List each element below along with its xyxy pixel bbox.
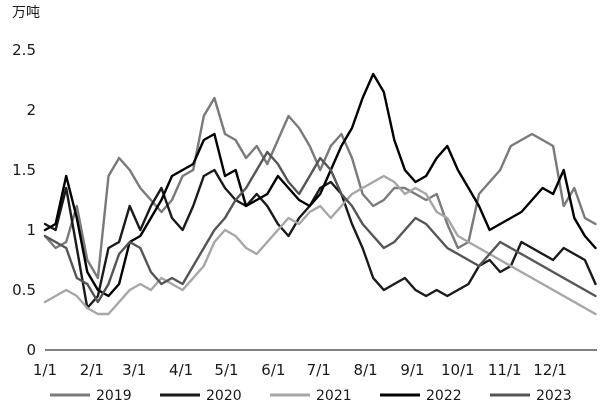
series-line-2019 (43, 96, 597, 280)
x-tick-label: 2/1 (80, 361, 104, 379)
x-tick-label: 6/1 (261, 361, 285, 379)
legend-label-2022: 2022 (426, 388, 462, 404)
legend-label-2020: 2020 (206, 388, 242, 404)
x-tick-label: 12/1 (533, 361, 567, 379)
y-tick-label: 0.5 (12, 281, 36, 299)
x-tick-label: 3/1 (122, 361, 146, 379)
legend-label-2021: 2021 (316, 388, 352, 404)
x-tick-label: 11/1 (488, 361, 522, 379)
x-axis-tick-labels: 1/1 2/1 3/1 4/1 5/1 6/1 7/1 8/1 9/1 10/1 11/1 12/1 (33, 361, 567, 379)
series-line-2023 (43, 150, 597, 304)
series-line-2021 (43, 174, 597, 316)
x-tick-label: 4/1 (169, 361, 193, 379)
y-tick-label: 1 (26, 221, 36, 239)
x-tick-label: 7/1 (307, 361, 331, 379)
y-tick-label: 0 (26, 341, 36, 359)
legend-label-2023: 2023 (536, 388, 572, 404)
series-line-2022 (43, 72, 597, 298)
x-tick-label: 1/1 (33, 361, 57, 379)
series-line-2020 (43, 168, 597, 310)
y-axis-tick-labels: 0 0.5 1 1.5 2 2.5 (12, 41, 36, 359)
y-tick-label: 2.5 (12, 41, 36, 59)
legend: 2019 2020 2021 2022 2023 (50, 388, 572, 404)
x-tick-label: 5/1 (214, 361, 238, 379)
x-tick-label: 10/1 (441, 361, 475, 379)
y-tick-label: 2 (26, 101, 36, 119)
x-tick-label: 8/1 (354, 361, 378, 379)
x-tick-label: 9/1 (400, 361, 424, 379)
y-tick-label: 1.5 (12, 161, 36, 179)
y-axis-unit-label: 万吨 (12, 5, 40, 21)
legend-label-2019: 2019 (96, 388, 132, 404)
series-lines (43, 72, 597, 316)
